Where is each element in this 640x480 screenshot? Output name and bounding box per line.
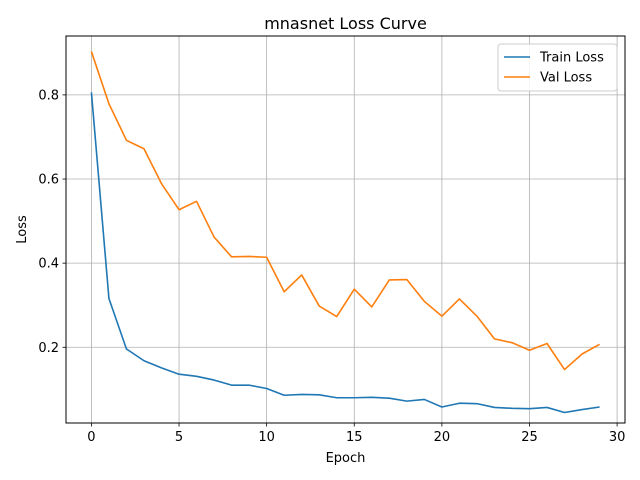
legend-label-val-loss: Val Loss (540, 71, 592, 86)
series-lines (90, 51, 600, 414)
x-tick-label: 15 (346, 430, 363, 445)
x-tick-label: 5 (175, 430, 183, 445)
y-tick-label: 0.6 (38, 173, 59, 188)
legend-box (497, 43, 618, 92)
y-axis-title: Loss (15, 215, 30, 244)
x-tick-label: 30 (609, 430, 626, 445)
y-tick-label: 0.4 (38, 257, 59, 272)
y-tick-label: 0.8 (38, 88, 59, 103)
x-tick-label: 25 (521, 430, 538, 445)
axis-ticks: 0 5 10 15 20 25 30 0.2 0.4 0.6 0.8 (38, 88, 625, 445)
x-tick-label: 10 (258, 430, 275, 445)
x-tick-label: 20 (434, 430, 451, 445)
chart-title: mnasnet Loss Curve (264, 14, 427, 33)
legend: Train Loss Val Loss (497, 43, 618, 92)
grid (66, 36, 625, 423)
y-tick-label: 0.2 (38, 341, 59, 356)
val-loss-line (90, 51, 600, 371)
legend-label-train-loss: Train Loss (539, 51, 604, 66)
plot-area-frame (65, 35, 626, 424)
x-axis-title: Epoch (326, 451, 366, 466)
train-loss-line (90, 92, 600, 414)
x-tick-label: 0 (87, 430, 95, 445)
